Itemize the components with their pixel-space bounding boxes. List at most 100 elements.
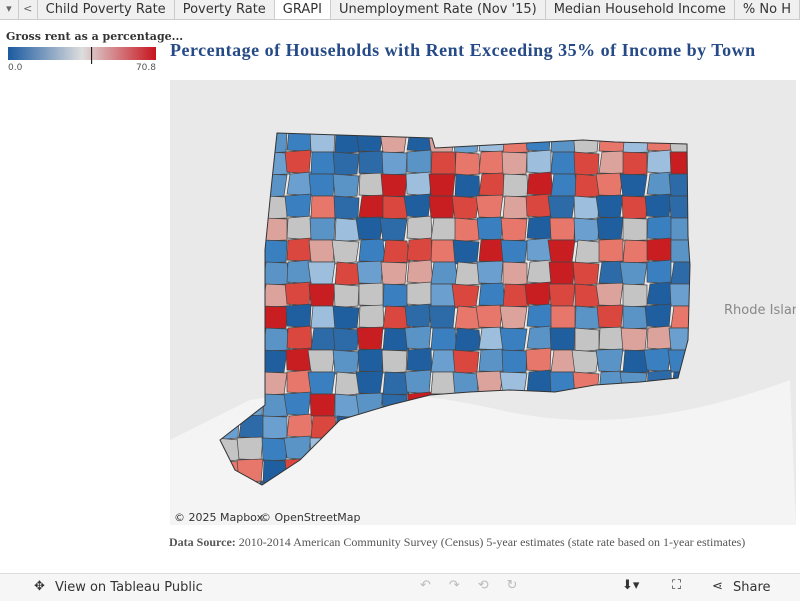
town[interactable] bbox=[598, 150, 627, 175]
tab[interactable]: % No H bbox=[735, 0, 800, 19]
town[interactable] bbox=[621, 195, 648, 220]
town[interactable] bbox=[501, 151, 528, 176]
town[interactable] bbox=[310, 151, 337, 175]
town[interactable] bbox=[524, 281, 552, 307]
town[interactable] bbox=[428, 173, 456, 197]
town[interactable] bbox=[478, 172, 507, 197]
town[interactable] bbox=[476, 216, 504, 241]
town[interactable] bbox=[286, 215, 313, 241]
town[interactable] bbox=[451, 195, 480, 221]
town[interactable] bbox=[307, 261, 336, 285]
town[interactable] bbox=[284, 193, 312, 219]
town[interactable] bbox=[406, 281, 432, 307]
town[interactable] bbox=[598, 326, 625, 351]
town[interactable] bbox=[526, 303, 554, 329]
town[interactable] bbox=[502, 261, 528, 286]
town[interactable] bbox=[476, 260, 504, 285]
town[interactable] bbox=[526, 149, 552, 175]
town[interactable] bbox=[307, 371, 336, 395]
town[interactable] bbox=[598, 238, 624, 263]
attribution[interactable]: © 2025 Mapbox bbox=[174, 511, 264, 524]
town[interactable] bbox=[332, 173, 360, 199]
town[interactable] bbox=[382, 239, 411, 264]
town[interactable] bbox=[286, 325, 313, 351]
town[interactable] bbox=[358, 172, 385, 197]
town[interactable] bbox=[382, 283, 409, 308]
town[interactable] bbox=[572, 261, 600, 287]
tab-menu[interactable]: ▾ bbox=[0, 0, 19, 19]
town[interactable] bbox=[573, 151, 600, 177]
town[interactable] bbox=[358, 304, 385, 329]
town[interactable] bbox=[262, 415, 288, 440]
town[interactable] bbox=[380, 173, 408, 198]
town[interactable] bbox=[286, 237, 313, 263]
town[interactable] bbox=[236, 436, 264, 461]
town[interactable] bbox=[622, 305, 648, 330]
town[interactable] bbox=[380, 261, 408, 286]
town[interactable] bbox=[357, 348, 384, 373]
town[interactable] bbox=[332, 327, 360, 353]
town[interactable] bbox=[670, 261, 698, 285]
town[interactable] bbox=[646, 215, 673, 241]
town[interactable] bbox=[430, 327, 458, 351]
town[interactable] bbox=[406, 237, 434, 263]
town[interactable] bbox=[549, 327, 576, 351]
town[interactable] bbox=[355, 370, 384, 395]
town[interactable] bbox=[405, 171, 432, 197]
town[interactable] bbox=[332, 349, 360, 375]
town[interactable] bbox=[501, 349, 528, 374]
town[interactable] bbox=[284, 281, 312, 307]
town[interactable] bbox=[571, 349, 600, 375]
town[interactable] bbox=[454, 151, 481, 177]
town[interactable] bbox=[502, 195, 530, 220]
town[interactable] bbox=[525, 193, 552, 219]
tab-prev[interactable]: < bbox=[19, 0, 38, 19]
town[interactable] bbox=[262, 393, 289, 418]
town[interactable] bbox=[499, 305, 528, 330]
town[interactable] bbox=[619, 173, 648, 198]
town[interactable] bbox=[500, 217, 528, 242]
town[interactable] bbox=[382, 195, 408, 220]
town[interactable] bbox=[406, 347, 433, 373]
tab[interactable]: Poverty Rate bbox=[175, 0, 275, 19]
town[interactable] bbox=[646, 237, 672, 263]
town[interactable] bbox=[475, 194, 504, 219]
town[interactable] bbox=[262, 327, 291, 352]
view-link[interactable]: View on Tableau Public bbox=[55, 580, 203, 595]
town[interactable] bbox=[478, 150, 506, 175]
town[interactable] bbox=[550, 305, 576, 329]
town[interactable] bbox=[622, 283, 648, 308]
town[interactable] bbox=[381, 151, 408, 176]
download[interactable]: ⬇▾ bbox=[622, 578, 640, 593]
town[interactable] bbox=[283, 391, 312, 417]
town[interactable] bbox=[502, 173, 529, 198]
town[interactable] bbox=[308, 239, 336, 263]
town[interactable] bbox=[286, 413, 314, 439]
town[interactable] bbox=[356, 260, 384, 285]
town[interactable] bbox=[406, 149, 432, 175]
town[interactable] bbox=[646, 149, 673, 175]
town[interactable] bbox=[574, 283, 600, 309]
town[interactable] bbox=[644, 303, 672, 329]
fullscreen[interactable]: ⛶ bbox=[672, 578, 682, 593]
town[interactable] bbox=[262, 261, 291, 286]
town[interactable] bbox=[550, 151, 578, 175]
tab[interactable]: Median Household Income bbox=[546, 0, 735, 19]
town[interactable] bbox=[285, 303, 312, 329]
share[interactable]: Share bbox=[733, 580, 771, 595]
town[interactable] bbox=[573, 195, 600, 221]
town[interactable] bbox=[574, 239, 603, 265]
town[interactable] bbox=[406, 215, 433, 241]
town[interactable] bbox=[334, 217, 361, 243]
town[interactable] bbox=[526, 369, 554, 395]
town[interactable] bbox=[381, 349, 408, 374]
town[interactable] bbox=[379, 217, 408, 242]
town[interactable] bbox=[547, 239, 576, 263]
tab[interactable]: Unemployment Rate (Nov '15) bbox=[331, 0, 546, 19]
town[interactable] bbox=[332, 305, 360, 331]
town[interactable] bbox=[574, 305, 601, 331]
town[interactable] bbox=[595, 282, 624, 307]
town[interactable] bbox=[333, 283, 360, 309]
town[interactable] bbox=[404, 303, 432, 329]
town[interactable] bbox=[309, 393, 336, 417]
